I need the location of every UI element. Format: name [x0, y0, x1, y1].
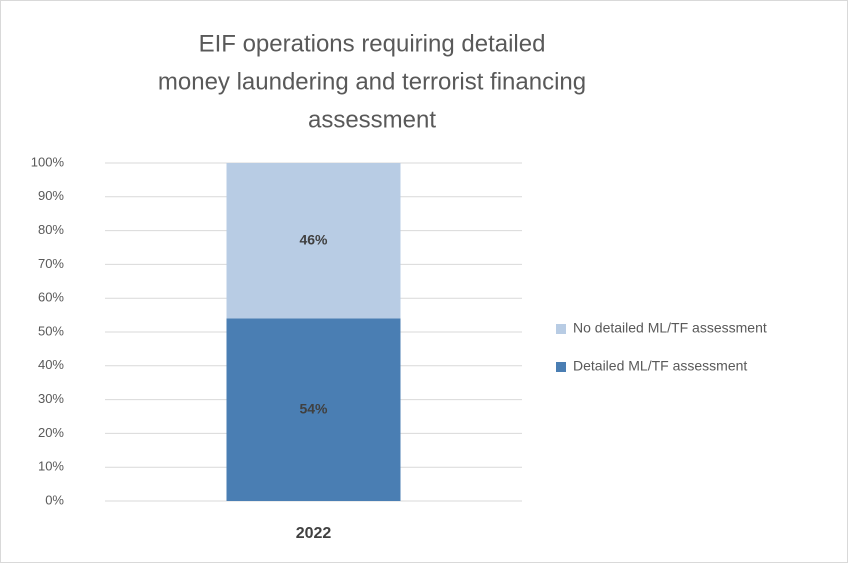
y-tick-label: 80%	[38, 222, 64, 237]
y-tick-label: 10%	[38, 459, 64, 474]
legend-label: No detailed ML/TF assessment	[573, 320, 767, 336]
data-label: 46%	[299, 231, 328, 247]
legend-swatch	[556, 324, 566, 334]
y-tick-label: 70%	[38, 256, 64, 271]
bar-segment	[226, 163, 401, 319]
y-tick-label: 60%	[38, 290, 64, 305]
legend-swatch	[556, 362, 566, 372]
y-tick-label: 20%	[38, 425, 64, 440]
x-tick-label: 2022	[296, 525, 332, 542]
legend-label: Detailed ML/TF assessment	[573, 358, 747, 374]
y-tick-label: 100%	[31, 154, 65, 169]
y-tick-label: 0%	[45, 492, 64, 507]
y-tick-label: 50%	[38, 323, 64, 338]
y-tick-label: 40%	[38, 357, 64, 372]
bar-segment	[226, 318, 401, 501]
y-tick-label: 90%	[38, 188, 64, 203]
data-label: 54%	[299, 400, 328, 416]
chart-title: EIF operations requiring detailed	[199, 30, 546, 57]
y-tick-label: 30%	[38, 391, 64, 406]
chart-title: money laundering and terrorist financing	[158, 68, 586, 95]
chart-title: assessment	[308, 106, 436, 133]
